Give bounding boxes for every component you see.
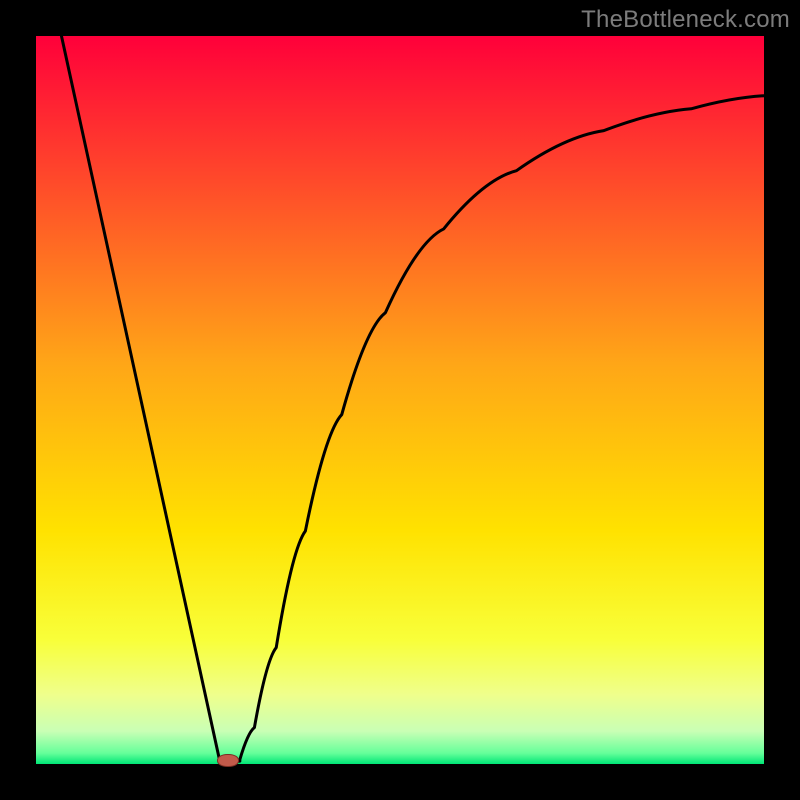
bottleneck-curve — [61, 36, 764, 762]
plot-area — [36, 36, 764, 764]
dip-marker — [217, 754, 239, 768]
chart-stage: TheBottleneck.com — [0, 0, 800, 800]
watermark-text: TheBottleneck.com — [581, 6, 790, 34]
curve-layer — [36, 36, 764, 764]
